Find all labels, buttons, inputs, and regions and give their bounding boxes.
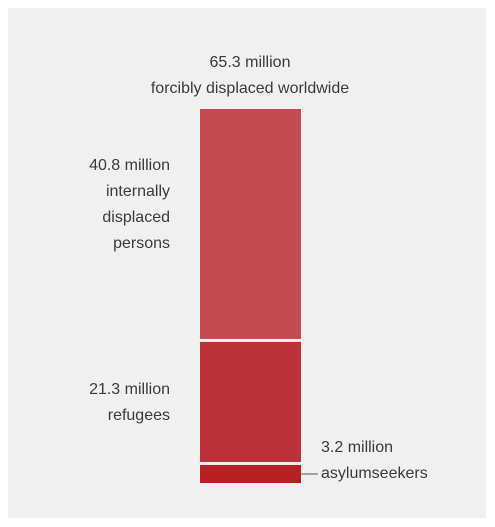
bar-segment-internally-displaced-persons	[200, 109, 301, 339]
bar-segments	[200, 109, 301, 483]
label-asylum-seekers-line-2: asylumseekers	[321, 465, 428, 482]
label-internally-displaced-persons-line-3: displaced	[102, 209, 170, 226]
bar-segment-refugees	[200, 341, 301, 462]
label-internally-displaced-persons-line-1: 40.8 million	[89, 157, 170, 174]
label-internally-displaced-persons-line-4: persons	[113, 235, 170, 252]
label-internally-displaced-persons-line-2: internally	[106, 183, 170, 200]
label-asylum-seekers-line-1: 3.2 million	[321, 439, 393, 456]
segment-labels: 40.8 million internally displaced persons 21…	[89, 157, 428, 482]
bar-segment-asylum-seekers	[200, 464, 301, 483]
chart-title-line-1: 65.3 million	[210, 54, 291, 71]
label-refugees-line-2: refugees	[108, 407, 170, 424]
chart-title-line-2: forcibly displaced worldwide	[151, 80, 349, 97]
label-refugees-line-1: 21.3 million	[89, 381, 170, 398]
